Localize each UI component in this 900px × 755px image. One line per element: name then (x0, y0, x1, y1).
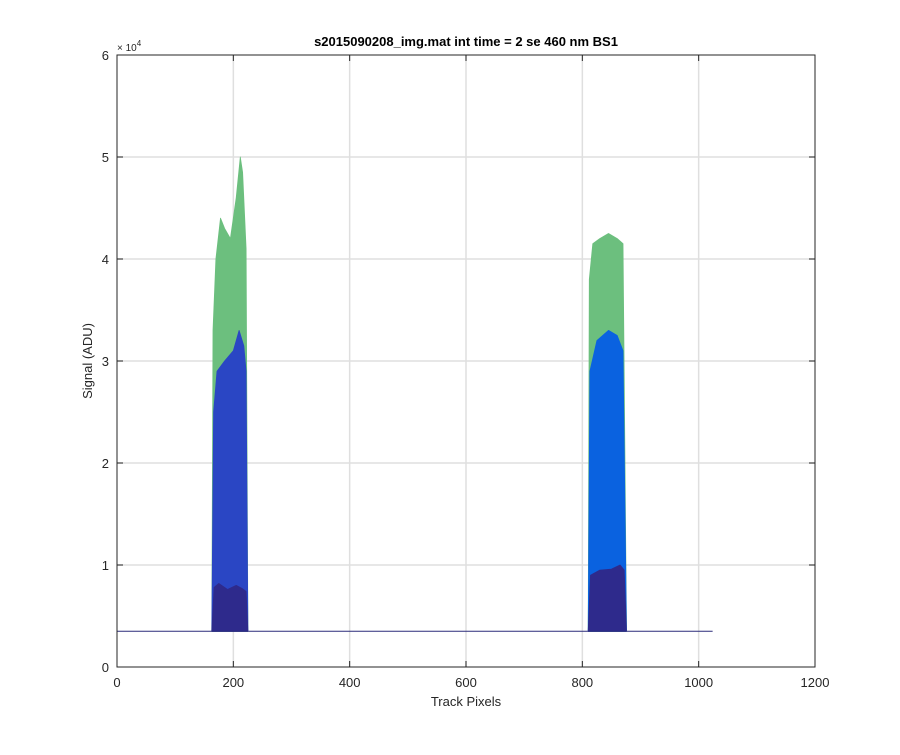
x-tick-label: 200 (222, 675, 244, 690)
x-axis-label: Track Pixels (431, 694, 502, 709)
y-tick-label: 5 (102, 150, 109, 165)
peak-2-area-layer (587, 330, 627, 632)
peak-1-area-layer (211, 330, 249, 632)
peak-1-area-layer (211, 583, 249, 632)
y-tick-label: 4 (102, 252, 109, 267)
y-tick-label: 2 (102, 456, 109, 471)
y-exponent-label: × 104 (117, 39, 142, 54)
x-tick-label: 1200 (801, 675, 830, 690)
y-tick-label: 6 (102, 48, 109, 63)
x-tick-labels: 0 200 400 600 800 1000 1200 (113, 675, 829, 690)
data-areas (211, 156, 627, 632)
y-tick-labels: 0 1 2 3 4 5 6 (102, 48, 109, 675)
x-tick-label: 0 (113, 675, 120, 690)
peak-2-area-layer (587, 564, 627, 632)
y-tick-label: 3 (102, 354, 109, 369)
y-tick-label: 0 (102, 660, 109, 675)
y-axis-label: Signal (ADU) (80, 323, 95, 399)
x-tick-label: 400 (339, 675, 361, 690)
ticks (116, 54, 816, 668)
x-tick-label: 1000 (684, 675, 713, 690)
x-tick-label: 600 (455, 675, 477, 690)
y-tick-label: 1 (102, 558, 109, 573)
x-tick-label: 800 (571, 675, 593, 690)
chart-title: s2015090208_img.mat int time = 2 se 460 … (314, 34, 618, 49)
